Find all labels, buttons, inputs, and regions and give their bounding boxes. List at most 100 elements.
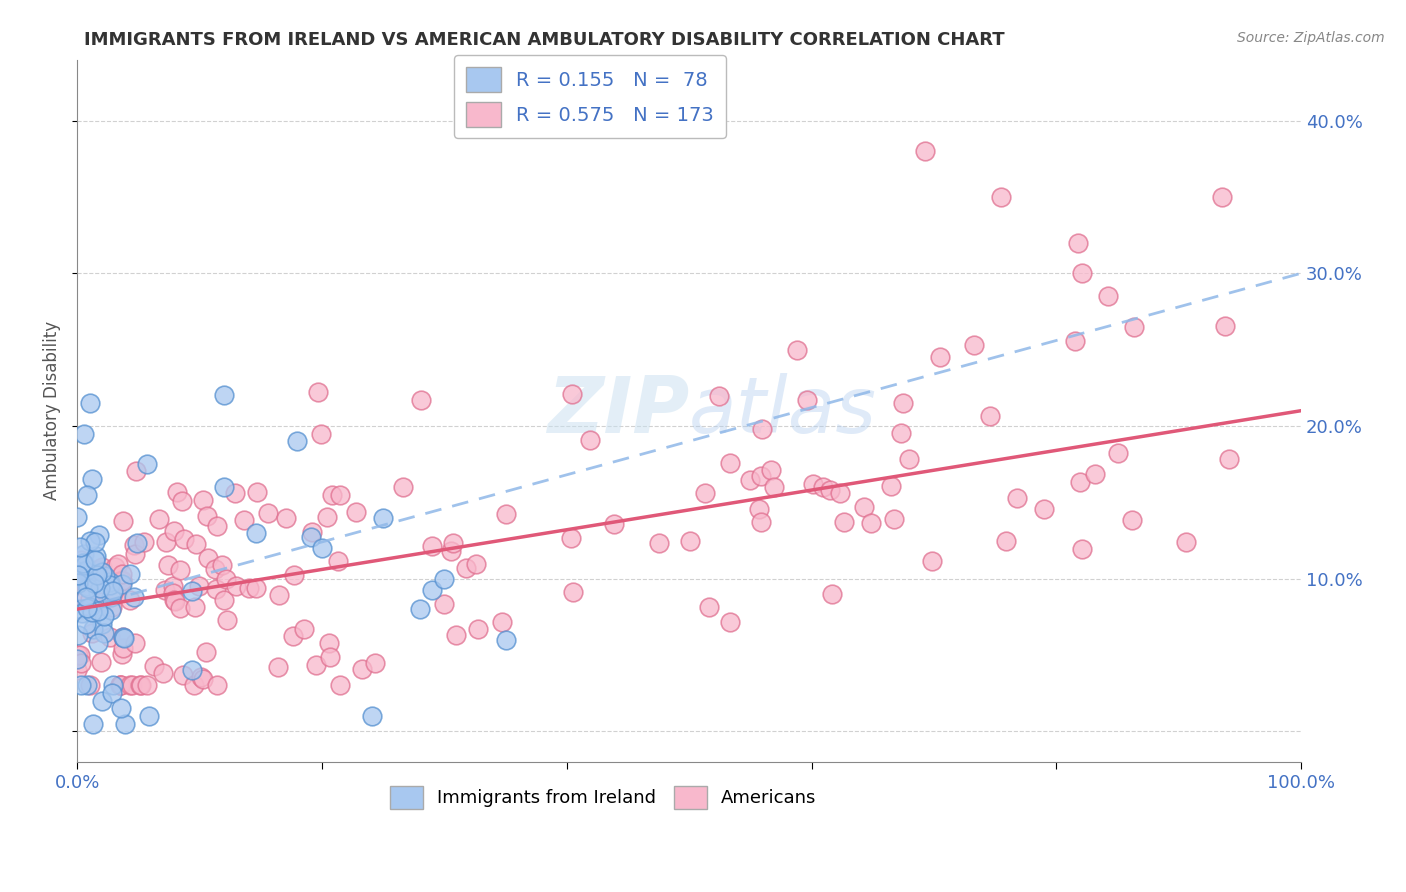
- Point: [859, 516, 882, 530]
- Point: [76, 563, 98, 577]
- Point: [120, 678, 142, 692]
- Point: [759, 463, 782, 477]
- Text: atlas: atlas: [689, 373, 877, 449]
- Point: [110, 701, 132, 715]
- Point: [693, 485, 716, 500]
- Point: [495, 632, 517, 647]
- Point: [67, 648, 90, 662]
- Point: [718, 456, 741, 470]
- Point: [433, 597, 456, 611]
- Point: [112, 631, 135, 645]
- Point: [898, 451, 921, 466]
- Point: [929, 350, 952, 364]
- Point: [914, 144, 936, 158]
- Point: [79, 396, 101, 410]
- Point: [467, 622, 489, 636]
- Point: [148, 512, 170, 526]
- Point: [105, 587, 128, 601]
- Point: [125, 464, 148, 478]
- Point: [111, 573, 134, 587]
- Point: [101, 686, 124, 700]
- Point: [963, 337, 986, 351]
- Point: [197, 550, 219, 565]
- Point: [69, 648, 91, 662]
- Point: [749, 515, 772, 529]
- Point: [238, 582, 260, 596]
- Point: [90, 694, 112, 708]
- Point: [89, 563, 111, 577]
- Point: [245, 525, 267, 540]
- Point: [163, 592, 186, 607]
- Point: [749, 469, 772, 483]
- Point: [70, 678, 93, 692]
- Point: [155, 583, 177, 598]
- Point: [205, 582, 228, 596]
- Point: [212, 592, 235, 607]
- Point: [75, 579, 97, 593]
- Point: [163, 524, 186, 538]
- Point: [444, 628, 467, 642]
- Point: [129, 678, 152, 692]
- Point: [292, 623, 315, 637]
- Point: [76, 570, 98, 584]
- Point: [79, 600, 101, 615]
- Point: [67, 627, 90, 641]
- Point: [100, 590, 122, 604]
- Point: [75, 616, 97, 631]
- Point: [224, 486, 246, 500]
- Point: [315, 510, 337, 524]
- Point: [1071, 542, 1094, 557]
- Point: [718, 615, 741, 630]
- Point: [125, 536, 148, 550]
- Point: [454, 560, 477, 574]
- Point: [101, 678, 124, 692]
- Point: [93, 609, 115, 624]
- Point: [1084, 467, 1107, 481]
- Point: [86, 567, 108, 582]
- Point: [111, 566, 134, 581]
- Point: [1121, 513, 1143, 527]
- Point: [762, 480, 785, 494]
- Point: [441, 535, 464, 549]
- Point: [108, 678, 131, 692]
- Point: [274, 510, 297, 524]
- Point: [79, 591, 101, 606]
- Point: [112, 630, 135, 644]
- Point: [86, 636, 108, 650]
- Point: [267, 660, 290, 674]
- Point: [138, 709, 160, 723]
- Point: [111, 576, 134, 591]
- Point: [283, 629, 305, 643]
- Point: [194, 645, 217, 659]
- Point: [111, 514, 134, 528]
- Point: [318, 636, 340, 650]
- Point: [163, 594, 186, 608]
- Point: [82, 716, 104, 731]
- Point: [364, 656, 387, 670]
- Point: [361, 709, 384, 723]
- Point: [1005, 491, 1028, 505]
- Point: [246, 485, 269, 500]
- Point: [93, 569, 115, 583]
- Point: [124, 636, 146, 650]
- Point: [67, 568, 90, 582]
- Point: [579, 433, 602, 447]
- Point: [1107, 446, 1129, 460]
- Point: [122, 590, 145, 604]
- Point: [207, 519, 229, 533]
- Point: [100, 603, 122, 617]
- Point: [80, 626, 103, 640]
- Point: [162, 579, 184, 593]
- Point: [305, 657, 328, 672]
- Point: [83, 576, 105, 591]
- Point: [76, 488, 98, 502]
- Point: [321, 488, 343, 502]
- Point: [344, 505, 367, 519]
- Point: [112, 631, 135, 645]
- Point: [562, 585, 585, 599]
- Point: [72, 556, 94, 570]
- Point: [491, 615, 513, 629]
- Point: [70, 552, 93, 566]
- Point: [329, 678, 352, 692]
- Point: [371, 510, 394, 524]
